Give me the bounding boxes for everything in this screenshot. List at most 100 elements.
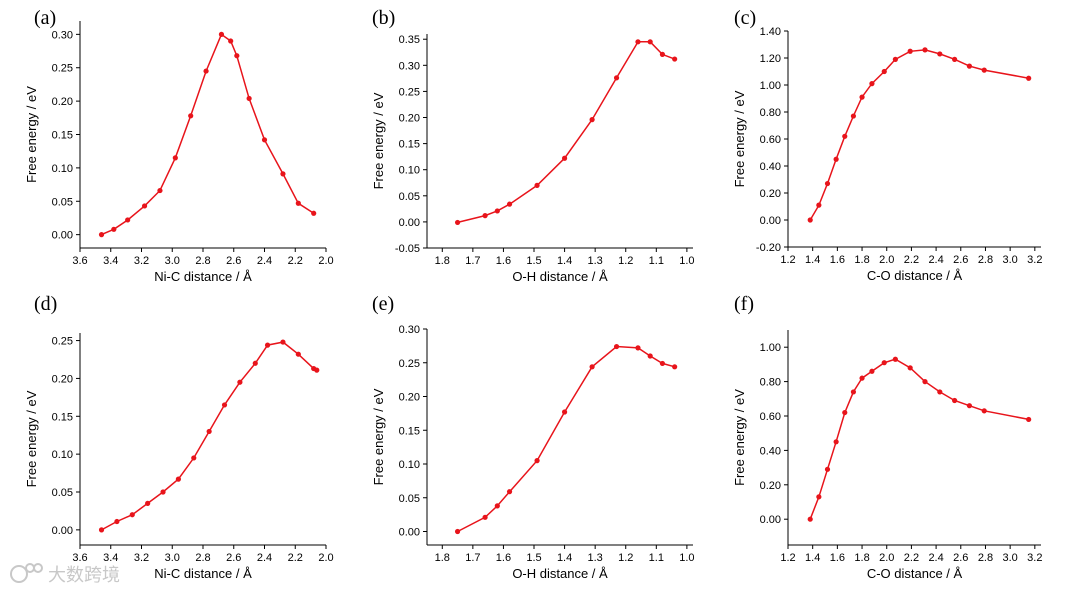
data-point	[111, 226, 117, 232]
y-tick-label: 0.60	[760, 134, 781, 146]
x-tick-label: 2.6	[226, 552, 241, 564]
data-point	[261, 137, 268, 143]
x-tick-label: 1.0	[679, 255, 694, 267]
watermark-text: 大数跨境	[48, 565, 120, 586]
data-point	[206, 428, 212, 435]
data-point	[589, 117, 595, 123]
data-point	[672, 56, 678, 62]
data-point	[482, 213, 488, 219]
data-point	[534, 458, 540, 464]
x-tick-label: 1.5	[526, 552, 541, 564]
x-tick-label: 2.4	[928, 254, 943, 266]
y-tick-label: 0.25	[52, 336, 73, 348]
chart-panel-a: (a) 3.6 3.4 3.2 3.0 2.8 2.6 2.4 2.2 2.0 0.00 0.05 0.…	[24, 7, 334, 284]
data-point	[218, 31, 225, 37]
y-tick-label: 0.20	[399, 113, 420, 125]
x-axis-label: O-H distance / Å	[512, 269, 608, 284]
data-point	[635, 39, 641, 45]
data-point	[203, 68, 209, 74]
x-tick-label: 1.2	[780, 254, 795, 266]
series-line	[457, 345, 675, 533]
series-line	[809, 358, 1029, 520]
data-point	[966, 403, 973, 409]
data-point	[892, 56, 898, 62]
y-tick-label: 1.00	[760, 342, 781, 354]
data-point	[534, 182, 540, 188]
data-point	[833, 439, 839, 445]
data-point	[881, 68, 887, 75]
data-point	[280, 339, 286, 345]
y-tick-label: 0.20	[760, 188, 781, 200]
data-point	[1026, 416, 1032, 423]
x-tick-label: 1.2	[618, 552, 633, 564]
data-point	[506, 201, 513, 207]
x-tick-label: 1.1	[649, 552, 664, 564]
data-point	[952, 56, 958, 62]
x-axis-label: O-H distance / Å	[512, 566, 608, 581]
data-point	[454, 528, 461, 535]
data-point	[922, 47, 928, 53]
data-point	[647, 39, 653, 45]
x-tick-label: 2.4	[257, 255, 272, 267]
data-point	[850, 389, 857, 395]
data-point	[160, 489, 166, 495]
panel-label-b: (b)	[372, 7, 395, 29]
x-tick-label: 2.6	[953, 254, 968, 266]
y-tick-label: 0.30	[52, 29, 73, 41]
data-point	[221, 402, 228, 408]
series-line	[457, 41, 675, 224]
data-point	[869, 81, 875, 87]
x-tick-label: 1.7	[465, 255, 480, 267]
data-point	[98, 527, 105, 533]
data-point	[314, 367, 320, 373]
x-tick-label: 1.4	[805, 254, 820, 266]
x-tick-label: 1.3	[588, 255, 603, 267]
x-tick-label: 2.0	[879, 254, 894, 266]
data-point	[172, 155, 178, 161]
x-tick-label: 2.4	[257, 552, 272, 564]
y-tick-label: -0.05	[395, 243, 420, 255]
data-point	[907, 48, 913, 54]
data-point	[981, 408, 987, 414]
data-point	[141, 203, 148, 209]
x-tick-label: 2.2	[288, 552, 303, 564]
x-tick-label: 2.2	[904, 254, 919, 266]
x-tick-label: 1.1	[649, 255, 664, 267]
data-point	[613, 75, 620, 81]
x-tick-label: 2.8	[195, 552, 210, 564]
y-tick-label: 0.00	[760, 514, 781, 526]
x-tick-label: 1.3	[588, 552, 603, 564]
y-tick-label: 0.10	[52, 449, 73, 461]
y-tick-label: 0.80	[760, 107, 781, 119]
x-tick-label: 2.6	[226, 255, 241, 267]
data-point	[114, 518, 120, 525]
data-point	[482, 514, 488, 520]
y-tick-label: 0.15	[52, 411, 73, 423]
data-point	[859, 375, 865, 381]
y-tick-label: 1.00	[760, 80, 781, 92]
y-tick-label: 0.15	[399, 425, 420, 437]
x-tick-label: 2.8	[978, 254, 993, 266]
y-tick-label: 0.20	[52, 96, 73, 108]
x-tick-label: 2.8	[978, 552, 993, 564]
data-point	[892, 356, 898, 362]
x-tick-label: 2.4	[928, 552, 943, 564]
x-tick-label: 3.0	[1002, 552, 1017, 564]
x-tick-label: 2.6	[953, 552, 968, 564]
data-point	[252, 360, 258, 366]
y-axis-label: Free energy / eV	[24, 390, 39, 487]
data-point	[937, 51, 943, 57]
y-tick-label: 0.20	[760, 480, 781, 492]
x-tick-label: 2.0	[318, 255, 333, 267]
data-point	[311, 210, 317, 216]
y-tick-label: 0.25	[399, 358, 420, 370]
chart-panel-f: (f) 1.2 1.4 1.6 1.8 2.0 2.2 2.4 2.6 2.8 3.0 3.2 0.00…	[732, 293, 1042, 581]
x-tick-label: 1.6	[830, 254, 845, 266]
x-tick-label: 1.2	[780, 552, 795, 564]
y-tick-label: 0.00	[760, 215, 781, 227]
x-tick-label: 1.7	[465, 552, 480, 564]
y-tick-label: 1.20	[760, 53, 781, 65]
data-point	[966, 63, 973, 69]
data-point	[98, 232, 105, 238]
data-point	[589, 364, 595, 370]
